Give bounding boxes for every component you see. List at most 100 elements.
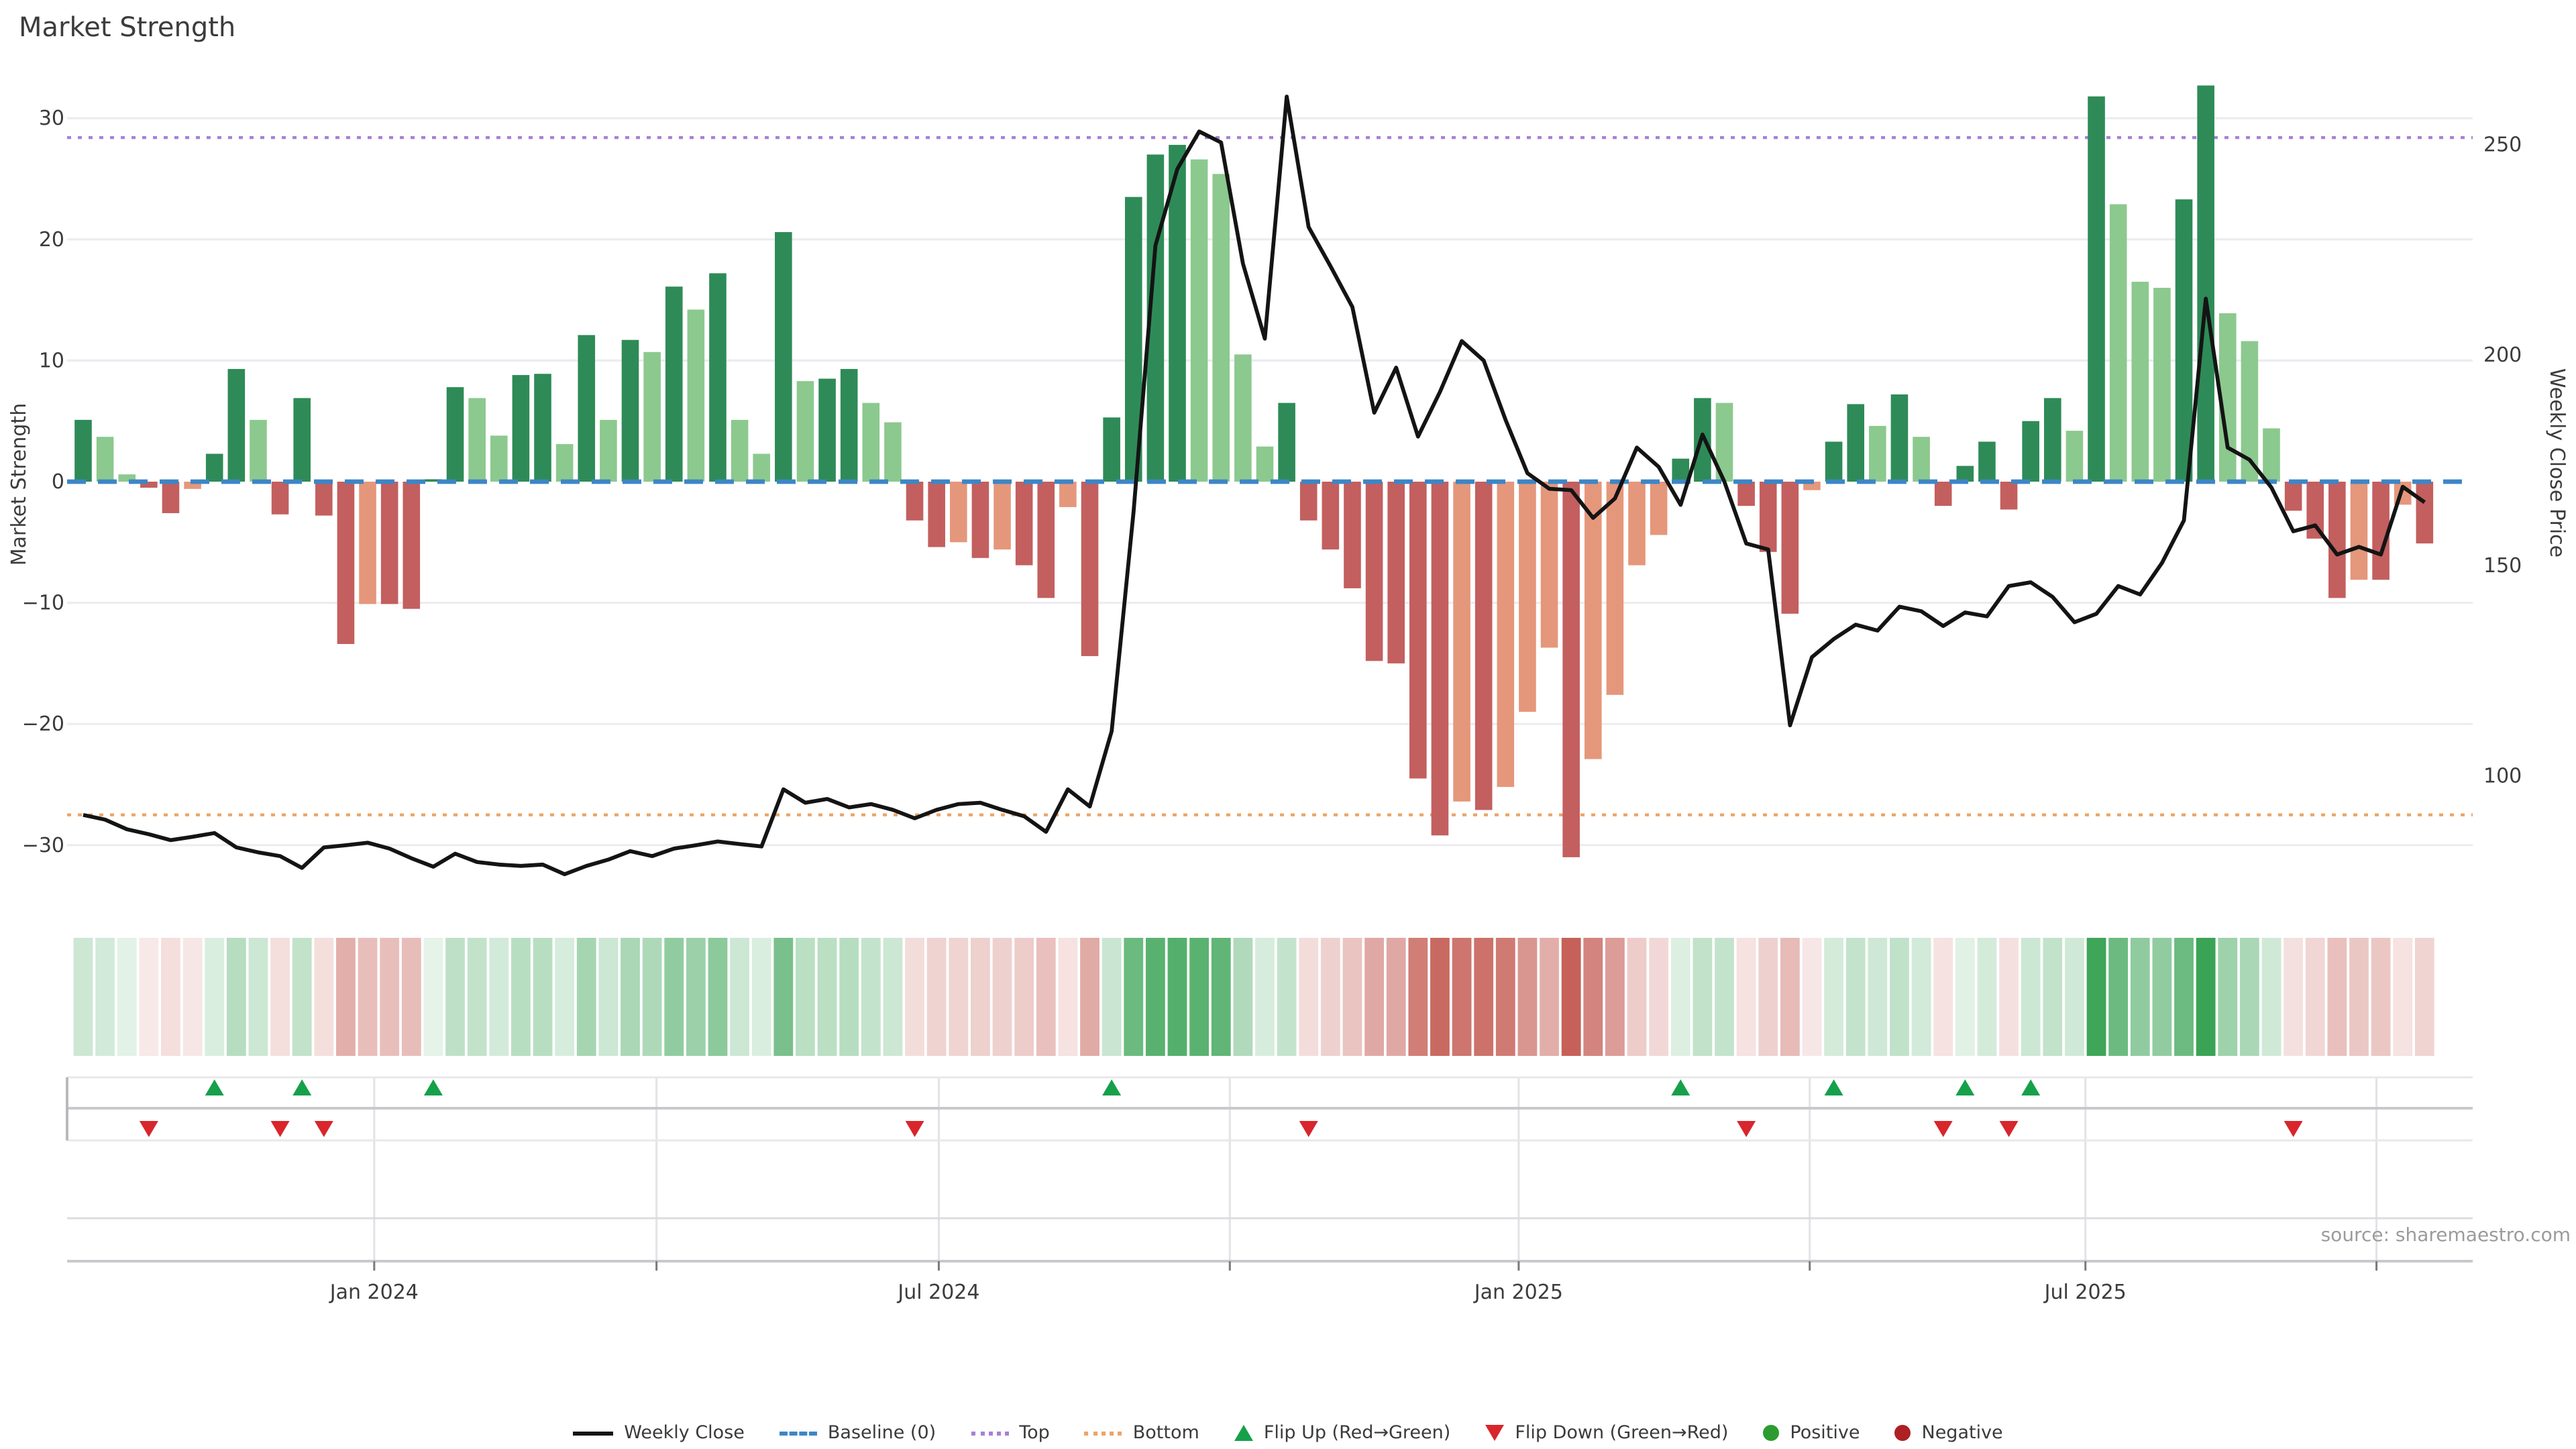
heatmap-cell	[708, 938, 728, 1056]
heatmap-cell	[401, 938, 421, 1056]
strength-bar	[621, 339, 639, 482]
heatmap-cell	[1299, 938, 1319, 1056]
bottom-dotted-icon	[1084, 1431, 1122, 1435]
strength-bar	[315, 482, 333, 516]
strength-bar	[1103, 417, 1120, 482]
strength-bar	[1081, 482, 1099, 657]
strength-bar	[2044, 398, 2061, 482]
legend-item-negative: Negative	[1894, 1422, 2003, 1444]
strength-bar	[337, 482, 355, 645]
source-note: source: sharemaestro.com	[2320, 1225, 2571, 1246]
heatmap-cell	[839, 938, 859, 1056]
flip-down-marker	[270, 1121, 290, 1137]
heatmap-cell	[1693, 938, 1713, 1056]
strength-bar	[2416, 482, 2434, 544]
heatmap-cell	[2414, 938, 2434, 1056]
strength-bar	[1650, 482, 1668, 535]
flip-up-marker	[1955, 1079, 1975, 1095]
legend-label: Baseline (0)	[827, 1422, 936, 1444]
heatmap-cell	[358, 938, 378, 1056]
right-axis-tick-label: 250	[2483, 133, 2522, 157]
strength-bar	[1409, 482, 1427, 779]
heatmap-cell	[1911, 938, 1931, 1056]
strength-bar	[250, 419, 267, 482]
strength-bar	[796, 381, 814, 482]
strength-bar	[687, 309, 705, 482]
heatmap-cell	[1933, 938, 1953, 1056]
left-axis-tick-label: −30	[22, 834, 64, 857]
flip-up-marker	[1824, 1079, 1843, 1095]
heatmap-cell	[161, 938, 180, 1056]
heatmap-cell	[1233, 938, 1253, 1056]
heatmap-cell	[751, 938, 771, 1056]
strength-bar	[293, 398, 311, 482]
strength-bar	[1212, 174, 1230, 482]
flip-down-marker	[2284, 1121, 2303, 1137]
legend-item-top: Top	[971, 1422, 1050, 1444]
weekly-close-line	[83, 95, 2426, 877]
strength-bar	[1474, 482, 1493, 810]
strength-bar	[1956, 466, 1974, 482]
heatmap-cell	[2218, 938, 2238, 1056]
strength-bar	[1322, 482, 1340, 550]
heatmap-cell	[533, 938, 553, 1056]
heatmap-cell	[1211, 938, 1231, 1056]
heatmap-cell	[2261, 938, 2282, 1056]
flip-down-triangle-icon	[1485, 1425, 1505, 1441]
heatmap-cell	[621, 938, 640, 1056]
right-axis-tick-label: 100	[2483, 764, 2522, 788]
strength-bar	[1015, 482, 1033, 566]
flip-up-marker	[292, 1079, 312, 1095]
strength-bar	[2175, 199, 2193, 482]
legend-label: Bottom	[1132, 1422, 1199, 1444]
heatmap-cell	[489, 938, 509, 1056]
flip-down-marker	[1999, 1121, 2019, 1137]
weekly-close-line-icon	[573, 1431, 614, 1435]
legend-label: Flip Up (Red→Green)	[1263, 1422, 1451, 1444]
heatmap-cell	[1255, 938, 1275, 1056]
heatmap-cell	[1386, 938, 1406, 1056]
heatmap-cell	[467, 938, 487, 1056]
strength-bar	[950, 482, 967, 543]
x-axis-tick-label: Jul 2025	[2043, 1281, 2127, 1304]
heatmap-cell	[2349, 938, 2369, 1056]
strength-bar	[2306, 482, 2324, 539]
heatmap-cell	[1845, 938, 1866, 1056]
left-axis-tick-label: 20	[39, 228, 64, 252]
strength-bar	[1190, 159, 1208, 482]
baseline-dash-icon	[779, 1431, 817, 1435]
strength-bar	[1562, 482, 1580, 857]
strength-bar	[2109, 204, 2127, 482]
strength-bar	[1628, 482, 1646, 566]
right-axis-tick-label: 150	[2483, 554, 2522, 578]
strength-bar	[205, 453, 223, 482]
strength-bar	[425, 479, 442, 482]
heatmap-cell	[2239, 938, 2259, 1056]
flip-down-marker	[1933, 1121, 1953, 1137]
strength-bar	[118, 474, 136, 482]
strength-bar	[1869, 425, 1886, 482]
heatmap-cell	[2086, 938, 2106, 1056]
flip-down-marker	[139, 1121, 158, 1137]
left-axis-tick-label: 0	[52, 470, 64, 494]
heatmap-cell	[773, 938, 794, 1056]
negative-dot-icon	[1894, 1425, 1911, 1441]
strength-bar	[775, 231, 792, 482]
heatmap-cell	[2021, 938, 2041, 1056]
heatmap-cell	[2393, 938, 2413, 1056]
heatmap-cell	[1758, 938, 1778, 1056]
strength-bar	[862, 402, 880, 482]
heatmap-cell	[2371, 938, 2391, 1056]
strength-bar	[1278, 402, 1295, 482]
strength-bar	[2000, 482, 2018, 510]
flip-down-marker	[905, 1121, 924, 1137]
heatmap-cell	[423, 938, 443, 1056]
heatmap-cell	[1189, 938, 1210, 1056]
heatmap-cell	[1780, 938, 1800, 1056]
flip-up-triangle-icon	[1234, 1425, 1253, 1441]
heatmap-cell	[2284, 938, 2304, 1056]
strength-bar	[840, 369, 858, 482]
heatmap-cell	[664, 938, 684, 1056]
strength-bar	[227, 369, 246, 482]
heatmap-cell	[2152, 938, 2172, 1056]
